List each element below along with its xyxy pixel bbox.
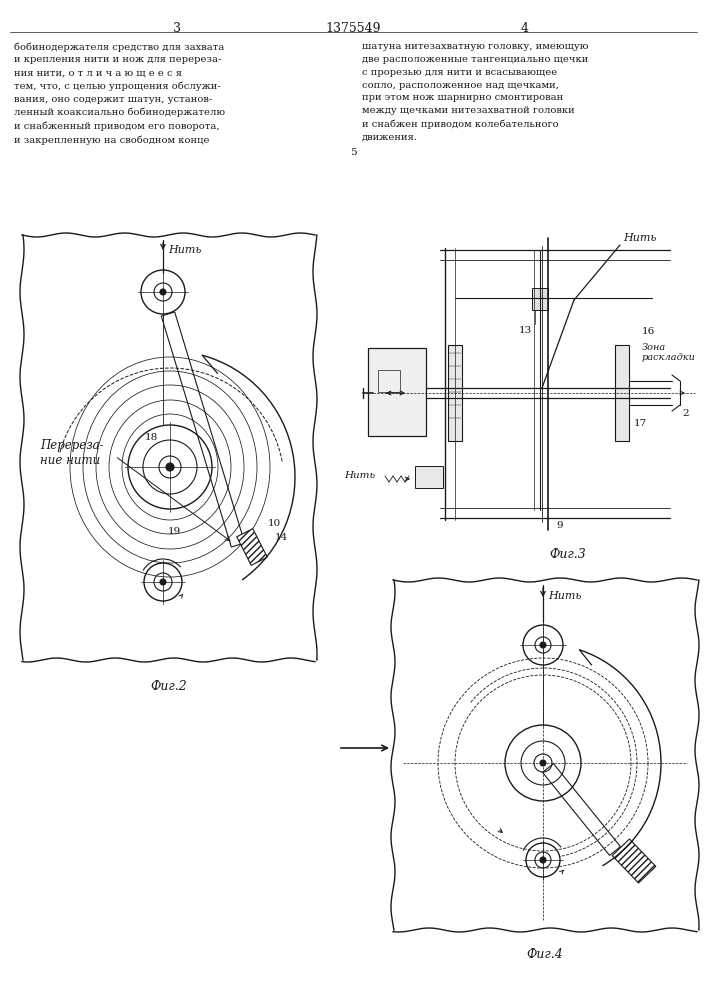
Bar — [237, 529, 267, 565]
Bar — [532, 288, 548, 310]
Text: 10: 10 — [268, 518, 281, 528]
Text: 14: 14 — [275, 532, 288, 542]
Circle shape — [540, 760, 546, 766]
Text: Нить: Нить — [623, 233, 656, 243]
Text: 9: 9 — [556, 520, 563, 530]
Text: 3: 3 — [173, 22, 181, 35]
Text: Перереза-
ние нити: Перереза- ние нити — [40, 439, 104, 467]
Text: Фиг.4: Фиг.4 — [527, 948, 563, 961]
Text: 1375549: 1375549 — [325, 22, 381, 35]
Circle shape — [166, 463, 174, 471]
Bar — [415, 466, 443, 488]
Circle shape — [160, 579, 166, 585]
Text: 2: 2 — [682, 408, 689, 418]
Text: 18: 18 — [145, 432, 158, 442]
Text: Нить: Нить — [344, 472, 375, 481]
Text: 5: 5 — [350, 148, 356, 157]
Bar — [378, 370, 400, 392]
Text: Зона
раскладки: Зона раскладки — [642, 343, 696, 362]
Bar — [615, 345, 629, 441]
Bar — [612, 839, 656, 883]
Text: Нить: Нить — [168, 245, 201, 255]
Circle shape — [540, 642, 546, 648]
Circle shape — [540, 857, 546, 863]
Text: 17: 17 — [634, 418, 647, 428]
Bar — [448, 345, 462, 441]
Text: Нить: Нить — [548, 591, 581, 601]
Text: бобинодержателя средство для захвата
и крепления нити и нож для перереза-
ния ни: бобинодержателя средство для захвата и к… — [14, 42, 225, 145]
Bar — [368, 348, 426, 436]
Text: шатуна нитезахватную головку, имеющую
две расположенные тангенциально щечки
с пр: шатуна нитезахватную головку, имеющую дв… — [362, 42, 588, 142]
Text: 16: 16 — [642, 326, 655, 336]
Text: Фиг.3: Фиг.3 — [549, 548, 586, 561]
Text: 13: 13 — [518, 326, 532, 335]
Text: 4: 4 — [521, 22, 529, 35]
Text: 19: 19 — [168, 528, 181, 536]
Circle shape — [160, 289, 166, 295]
Text: Фиг.2: Фиг.2 — [150, 680, 187, 693]
